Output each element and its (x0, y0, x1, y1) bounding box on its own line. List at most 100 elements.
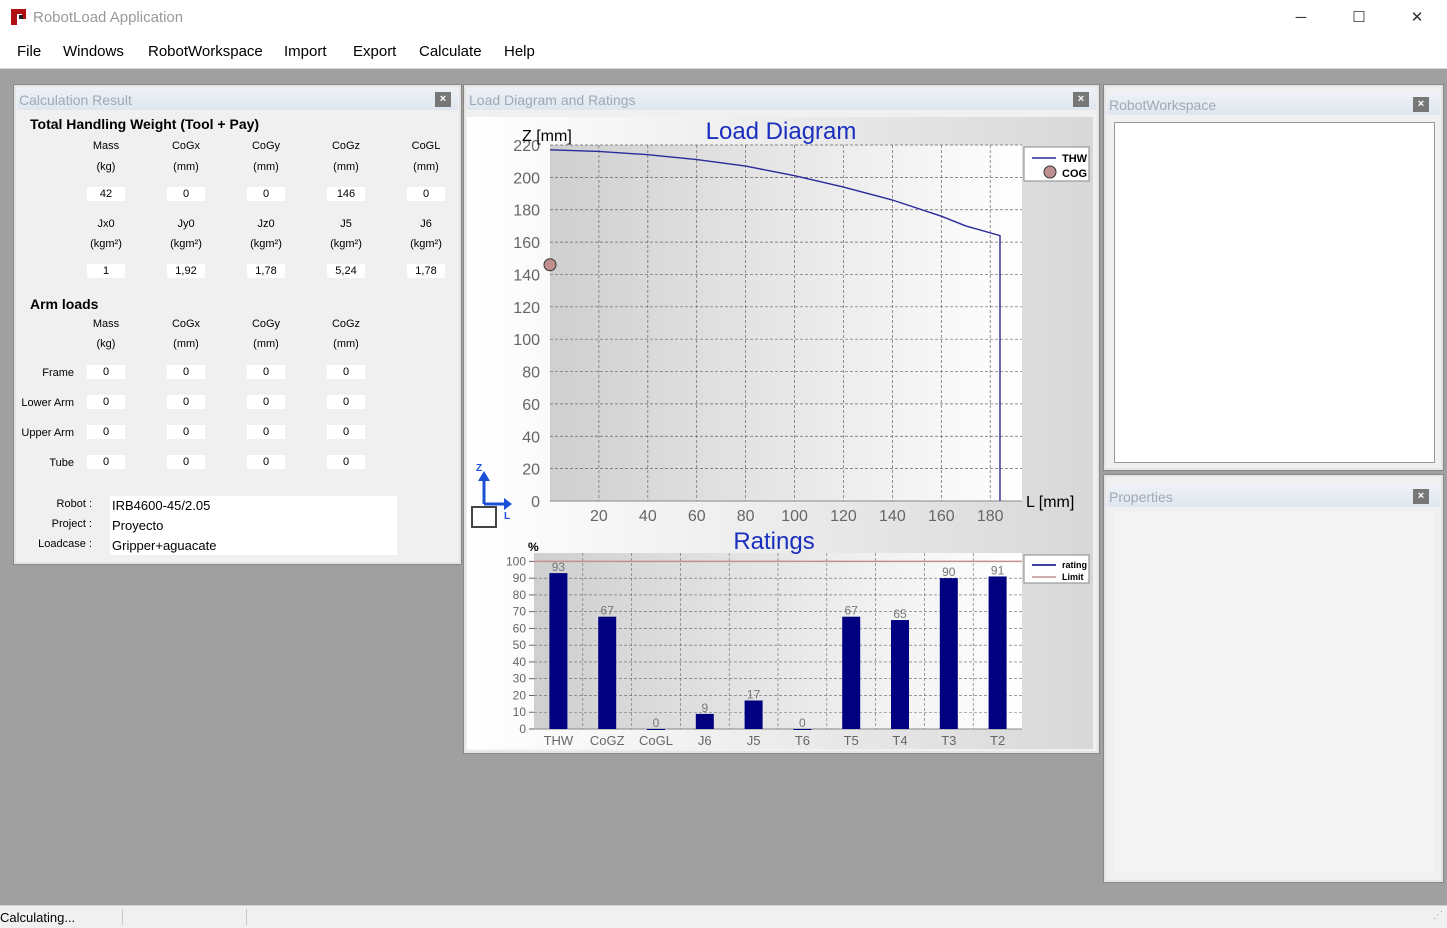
y-tick-label: 220 (513, 138, 540, 155)
y-tick-label: 80 (522, 365, 540, 382)
legend-cog-swatch (1043, 165, 1057, 179)
inertia-col-name: J5 (340, 218, 352, 230)
menu-export[interactable]: Export (353, 43, 397, 60)
thw-value: 146 (327, 187, 365, 201)
status-divider (246, 909, 247, 925)
thw-col-unit: (kg) (96, 161, 116, 173)
ratings-y-tick-label: 20 (513, 688, 527, 702)
x-tick-label: 120 (830, 508, 857, 525)
rating-bar (793, 729, 812, 730)
load-diagram-panel: Load Diagram and Ratings × Z L 20 40 60 80 1… (463, 84, 1100, 754)
load-plot-area (550, 145, 1022, 501)
loadcase-value: Gripper+aguacate (112, 538, 217, 553)
properties-close-button[interactable]: × (1413, 489, 1429, 504)
arm-col-name: Mass (92, 318, 120, 330)
arm-value: 0 (327, 395, 365, 409)
maximize-button[interactable]: ☐ (1330, 0, 1388, 36)
x-tick-label: 140 (879, 508, 906, 525)
z-arrowhead (478, 471, 490, 481)
status-bar: Calculating... ⋰ (0, 905, 1447, 928)
rating-bar-label: 65 (893, 607, 907, 621)
legend-thw-label: THW (1062, 153, 1088, 165)
ratings-y-tick-label: 0 (519, 722, 526, 736)
properties-panel: Properties × (1103, 474, 1444, 883)
rating-bar-label: 17 (747, 688, 761, 702)
ratings-category-label: CoGL (639, 733, 673, 748)
inertia-value: 1 (87, 264, 125, 278)
menu-help[interactable]: Help (504, 43, 535, 60)
load-diagram-titlebar[interactable]: Load Diagram and Ratings × (467, 88, 1096, 110)
minimize-button[interactable]: ─ (1272, 0, 1330, 36)
thw-value: 0 (247, 187, 285, 201)
arm-value: 0 (247, 395, 285, 409)
x-tick-label: 100 (781, 508, 808, 525)
close-window-button[interactable]: ✕ (1388, 0, 1446, 36)
robotworkspace-titlebar[interactable]: RobotWorkspace × (1107, 93, 1440, 115)
load-legend: THW COG (1023, 146, 1090, 182)
window-title: RobotLoad Application (33, 9, 184, 26)
robot-label: Robot : (56, 498, 92, 510)
calculation-result-close-button[interactable]: × (435, 92, 451, 107)
rating-bar-label: 0 (653, 716, 660, 730)
rating-bar (842, 616, 861, 729)
x-tick-label: 80 (737, 508, 755, 525)
ratings-y-axis-title: % (528, 540, 539, 554)
robotworkspace-view[interactable] (1114, 122, 1435, 463)
resize-grip-icon[interactable]: ⋰ (1433, 910, 1443, 921)
z-axis-letter: Z (476, 463, 482, 474)
rating-bar-label: 91 (991, 563, 1005, 577)
robotworkspace-close-button[interactable]: × (1413, 97, 1429, 112)
ratings-category-label: THW (544, 733, 574, 748)
rating-bar-label: 67 (601, 604, 615, 618)
inertia-value: 1,78 (407, 264, 445, 278)
ratings-y-tick-label: 30 (513, 672, 527, 686)
load-diagram-close-button[interactable]: × (1073, 92, 1089, 107)
load-diagram-chart: 20 40 60 80 100 120 140 160 180 0 20 40 60 80 100 120 14… (513, 118, 1090, 525)
menu-robotworkspace[interactable]: RobotWorkspace (148, 43, 263, 60)
thw-col-name: CoGy (251, 140, 281, 152)
legend-cog-label: COG (1062, 168, 1087, 180)
ratings-chart: 0102030405060708090100Ratings%93THW67CoG… (506, 528, 1090, 748)
x-tick-label: 40 (639, 508, 657, 525)
properties-grid[interactable] (1114, 513, 1434, 873)
status-divider (122, 909, 123, 925)
rating-bar-label: 93 (552, 560, 566, 574)
thw-col-unit: (mm) (413, 161, 439, 173)
properties-titlebar[interactable]: Properties × (1107, 485, 1440, 507)
thw-series-line (549, 149, 1001, 501)
arm-value: 0 (247, 455, 285, 469)
menu-windows[interactable]: Windows (63, 43, 124, 60)
robotworkspace-title: RobotWorkspace (1109, 97, 1217, 113)
menu-file[interactable]: File (17, 43, 42, 60)
arm-loads-header: Arm loads (30, 296, 99, 312)
rating-bar-label: 67 (845, 604, 859, 618)
rating-bar (598, 616, 617, 729)
inertia-value: 1,92 (167, 264, 205, 278)
inertia-col-unit: (kgm²) (330, 238, 362, 250)
thw-col-name: CoGz (331, 140, 361, 152)
inertia-col-unit: (kgm²) (90, 238, 122, 250)
cog-point (543, 258, 557, 272)
arm-col-name: CoGz (331, 318, 361, 330)
ratings-category-label: T2 (990, 733, 1005, 748)
y-tick-label: 180 (513, 203, 540, 220)
rating-bar-label: 0 (799, 716, 806, 730)
arm-col-unit: (kg) (96, 338, 116, 350)
arm-col-unit: (mm) (333, 338, 359, 350)
menu-calculate[interactable]: Calculate (419, 43, 482, 60)
x-tick-label: 60 (688, 508, 706, 525)
robot-base-glyph (471, 506, 497, 528)
arm-value: 0 (327, 455, 365, 469)
arm-value: 0 (87, 365, 125, 379)
menu-import[interactable]: Import (284, 43, 327, 60)
charts-area: Z L 20 40 60 80 100 120 140 160 1800204060801001… (467, 117, 1093, 749)
calculation-result-titlebar[interactable]: Calculation Result × (17, 88, 458, 110)
thw-col-unit: (mm) (173, 161, 199, 173)
rating-bar (647, 729, 665, 730)
x-tick-label: 160 (928, 508, 955, 525)
rating-bar (744, 700, 763, 729)
robot-value: IRB4600-45/2.05 (112, 498, 211, 513)
rating-bar (549, 573, 568, 729)
ratings-category-label: J5 (747, 733, 761, 748)
calculation-result-title: Calculation Result (19, 92, 132, 108)
